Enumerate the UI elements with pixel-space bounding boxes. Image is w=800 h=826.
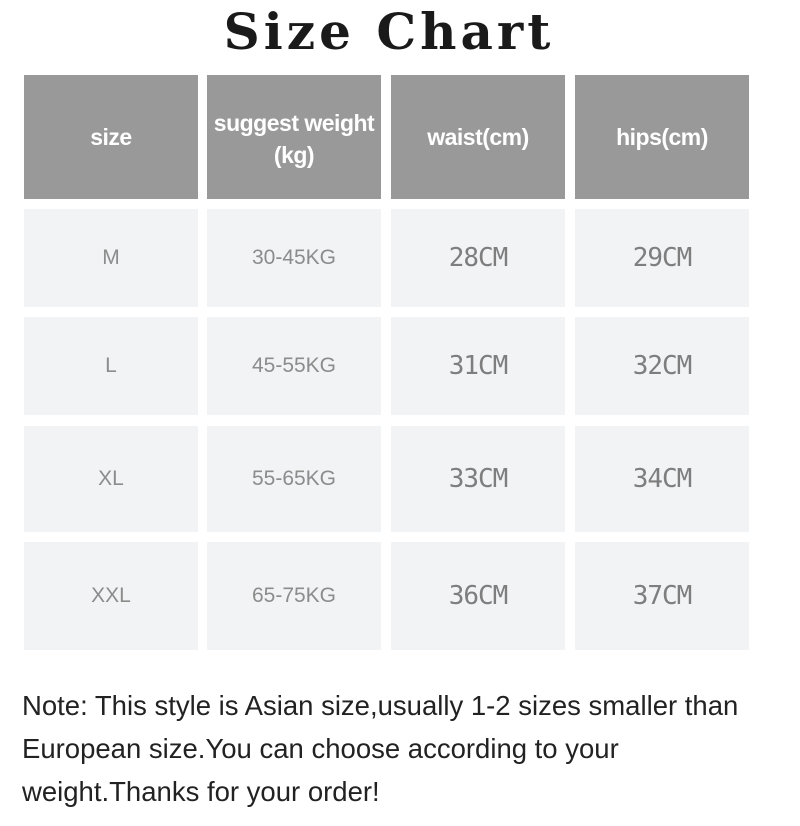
table-cell-weight: 55-65KG [207,426,381,532]
table-cell-size: XXL [24,542,198,650]
table-cell-size: L [24,317,198,415]
table-cell-size: M [24,209,198,307]
table-cell-waist: 28CM [391,209,565,307]
table-cell-weight: 45-55KG [207,317,381,415]
table-cell-waist: 36CM [391,542,565,650]
table-cell-size: XL [24,426,198,532]
table-cell-hips: 32CM [575,317,749,415]
table-cell-hips: 34CM [575,426,749,532]
table-cell-waist: 33CM [391,426,565,532]
header-cell-size: size [24,75,198,199]
table-cell-hips: 37CM [575,542,749,650]
header-cell-hips: hips(cm) [575,75,749,199]
note-text: Note: This style is Asian size,usually 1… [22,690,739,807]
header-cell-waist: waist(cm) [391,75,565,199]
table-cell-waist: 31CM [391,317,565,415]
table-cell-hips: 29CM [575,209,749,307]
page-title: Size Chart [223,2,555,61]
header-cell-weight: suggest weight (kg) [207,75,381,199]
table-cell-weight: 30-45KG [207,209,381,307]
table-cell-weight: 65-75KG [207,542,381,650]
